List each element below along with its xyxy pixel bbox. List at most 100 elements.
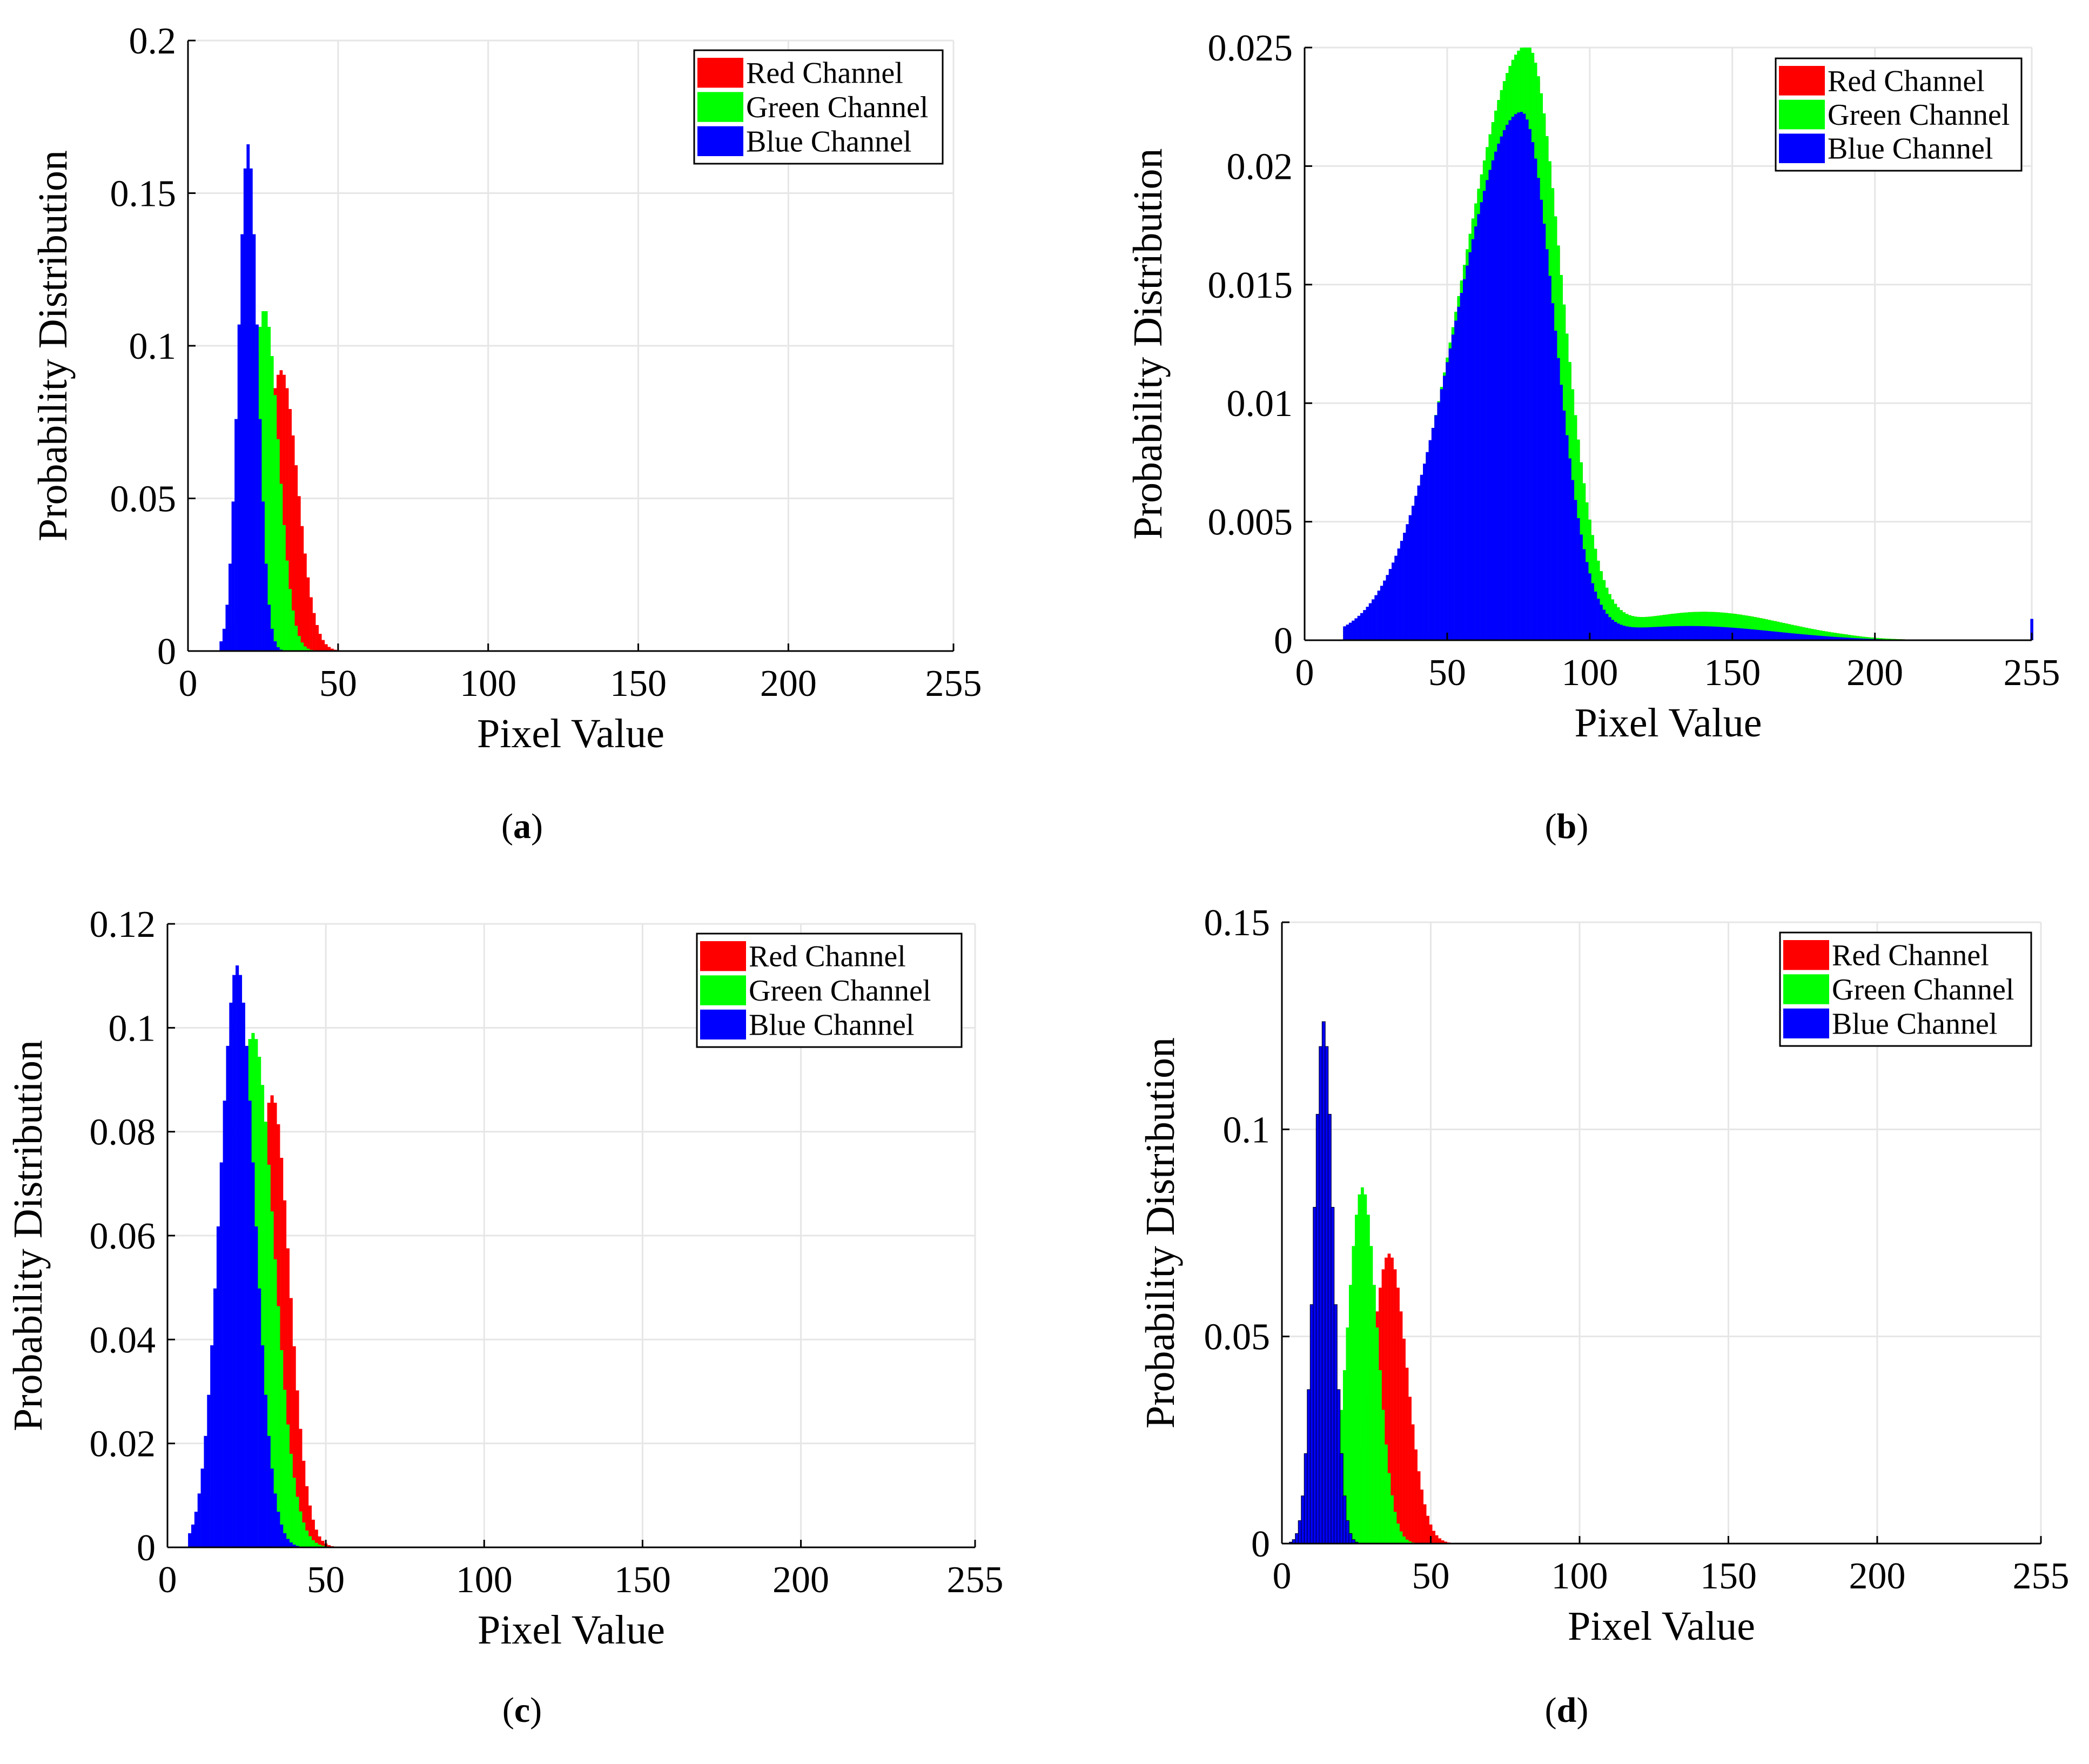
bar-b-1-177 — [1808, 628, 1811, 640]
bar-b-2-159 — [1756, 629, 1760, 640]
bar-b-1-178 — [1810, 629, 1814, 640]
bar-b-1-144 — [1714, 612, 1717, 640]
bar-b-2-43 — [1426, 452, 1429, 640]
bar-d-0-54 — [1441, 1540, 1445, 1544]
bar-b-2-106 — [1605, 614, 1609, 640]
bar-b-2-139 — [1700, 626, 1703, 640]
bar-b-2-193 — [1853, 638, 1857, 640]
bar-c-0-41 — [295, 1390, 299, 1547]
bar-d-1-33 — [1379, 1370, 1382, 1544]
bar-b-2-124 — [1656, 627, 1660, 640]
y-tick-label-2: 0.04 — [90, 1319, 156, 1361]
bar-b-2-54 — [1457, 306, 1460, 640]
bar-d-1-31 — [1373, 1285, 1376, 1544]
bar-a-0-42 — [312, 613, 316, 651]
bar-b-1-175 — [1802, 627, 1805, 640]
y-tick-label-0: 0 — [1251, 1524, 1270, 1565]
legend-label-1: Green Channel — [746, 91, 928, 124]
bar-d-1-41 — [1402, 1536, 1406, 1544]
bar-b-1-166 — [1776, 621, 1780, 640]
bar-b-2-46 — [1434, 415, 1438, 640]
x-axis-title: Pixel Value — [477, 711, 664, 756]
legend-label-2: Blue Channel — [1828, 132, 1993, 166]
bar-b-1-148 — [1725, 613, 1729, 640]
bar-c-1-48 — [318, 1544, 321, 1547]
bar-b-1-198 — [1868, 637, 1871, 640]
bar-b-2-61 — [1477, 214, 1480, 640]
bar-b-2-137 — [1694, 626, 1697, 640]
bar-b-1-157 — [1751, 616, 1754, 640]
bar-c-2-19 — [226, 1045, 230, 1547]
bar-c-2-38 — [286, 1539, 290, 1547]
bar-b-2-96 — [1577, 518, 1580, 640]
bar-b-1-155 — [1745, 615, 1749, 640]
bar-c-0-45 — [308, 1505, 312, 1547]
x-tick-label-50: 50 — [1412, 1555, 1449, 1597]
bar-c-1-34 — [273, 1259, 277, 1547]
bar-a-2-24 — [258, 419, 262, 651]
bar-c-2-17 — [219, 1162, 223, 1547]
bar-a-2-21 — [249, 168, 253, 652]
bar-b-1-187 — [1836, 633, 1839, 640]
legend-label-0: Red Channel — [746, 57, 903, 90]
x-tick-label-255: 255 — [925, 663, 982, 705]
bar-b-2-33 — [1397, 548, 1401, 640]
bar-b-2-107 — [1608, 617, 1611, 640]
bar-b-2-151 — [1734, 628, 1737, 640]
bar-c-2-40 — [292, 1544, 296, 1547]
caption-c: (c) — [502, 1691, 542, 1730]
bar-b-2-174 — [1799, 634, 1803, 640]
bar-b-1-149 — [1728, 613, 1731, 640]
y-axis-title: Probability Distribution — [1125, 148, 1171, 539]
bar-d-1-30 — [1369, 1246, 1373, 1544]
caption-d: (d) — [1544, 1691, 1589, 1730]
bar-d-0-39 — [1396, 1287, 1400, 1544]
legend-label-1: Green Channel — [749, 974, 931, 1008]
bar-b-2-182 — [1822, 636, 1825, 640]
bar-b-2-24 — [1372, 599, 1375, 640]
bar-d-0-44 — [1411, 1424, 1415, 1544]
bar-b-2-52 — [1451, 334, 1455, 640]
bar-a-1-27 — [267, 326, 271, 651]
bar-b-2-71 — [1506, 124, 1509, 640]
bar-a-0-46 — [324, 644, 328, 651]
bar-b-2-74 — [1514, 114, 1517, 641]
bar-b-2-110 — [1616, 623, 1620, 640]
bar-b-2-97 — [1580, 534, 1583, 640]
bar-d-1-43 — [1408, 1541, 1412, 1544]
bar-d-0-49 — [1426, 1515, 1429, 1544]
bar-b-2-81 — [1534, 158, 1537, 641]
bar-b-1-147 — [1722, 612, 1725, 640]
bar-b-1-156 — [1748, 616, 1751, 640]
bar-b-2-98 — [1582, 549, 1586, 640]
bar-d-2-9 — [1307, 1389, 1311, 1544]
bar-a-2-17 — [237, 324, 241, 651]
bar-c-2-16 — [216, 1226, 220, 1547]
bar-b-1-152 — [1736, 614, 1740, 640]
bar-b-1-154 — [1742, 615, 1745, 640]
series-green-channel — [1310, 1187, 1421, 1544]
bar-b-1-141 — [1705, 612, 1709, 640]
x-tick-label-150: 150 — [1704, 652, 1761, 694]
bar-b-1-202 — [1879, 638, 1883, 640]
y-axis-title: Probability Distribution — [30, 150, 76, 541]
bar-a-1-34 — [288, 589, 292, 651]
legend-swatch-1 — [700, 975, 746, 1005]
bar-b-2-194 — [1856, 638, 1859, 640]
bar-c-0-44 — [305, 1486, 309, 1547]
bar-b-2-164 — [1771, 631, 1774, 640]
legend-swatch-2 — [697, 126, 743, 156]
bar-b-2-142 — [1708, 626, 1711, 640]
bar-d-1-36 — [1387, 1473, 1391, 1544]
bar-c-2-36 — [280, 1524, 284, 1547]
bar-b-1-167 — [1779, 622, 1783, 640]
bar-d-1-42 — [1405, 1539, 1409, 1544]
bar-b-2-76 — [1520, 112, 1523, 640]
bar-a-1-25 — [261, 311, 265, 651]
bar-c-2-13 — [207, 1394, 211, 1547]
bar-b-2-147 — [1722, 627, 1725, 640]
x-tick-label-255: 255 — [947, 1559, 1004, 1601]
bar-b-2-195 — [1859, 638, 1863, 640]
bar-b-1-182 — [1822, 631, 1825, 640]
bar-b-1-168 — [1782, 623, 1785, 640]
